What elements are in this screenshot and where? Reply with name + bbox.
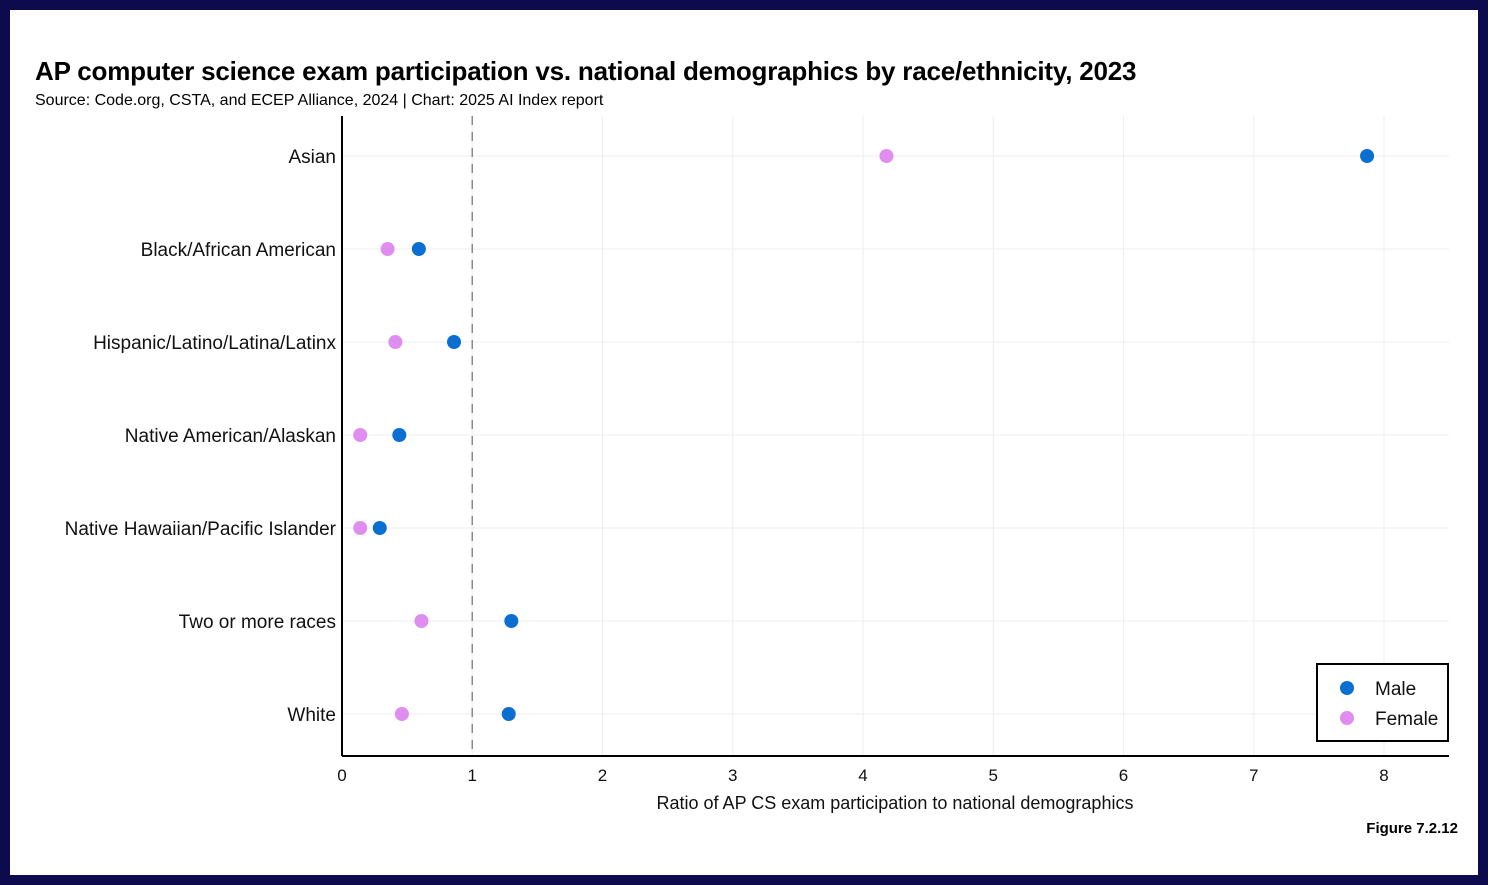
male-point	[501, 707, 516, 721]
x-tick-label: 5	[989, 766, 998, 785]
chart-card: AP computer science exam participation v…	[10, 10, 1478, 875]
legend-male-label: Male	[1375, 679, 1416, 700]
x-tick-label: 3	[728, 766, 737, 785]
x-tick-label: 0	[337, 766, 346, 785]
figure-label: Figure 7.2.12	[1366, 820, 1458, 837]
x-tick-label: 1	[468, 766, 477, 785]
female-point	[394, 707, 409, 721]
category-label: Asian	[288, 147, 336, 168]
legend-box	[1316, 663, 1449, 742]
chart-title: AP computer science exam participation v…	[35, 56, 1137, 86]
legend-female-marker	[1340, 711, 1354, 725]
category-label: Native American/Alaskan	[125, 426, 336, 447]
x-tick-label: 8	[1379, 766, 1388, 785]
category-label: White	[287, 705, 336, 726]
female-point	[353, 428, 368, 442]
female-point	[388, 335, 403, 349]
x-tick-label: 7	[1249, 766, 1258, 785]
x-tick-label: 6	[1119, 766, 1128, 785]
category-label: Native Hawaiian/Pacific Islander	[65, 519, 337, 540]
male-point	[392, 428, 407, 442]
male-point	[411, 242, 426, 256]
legend-male-marker	[1340, 681, 1354, 695]
male-point	[372, 521, 387, 535]
female-point	[353, 521, 368, 535]
female-point	[414, 614, 429, 628]
category-label: Black/African American	[141, 240, 336, 261]
x-axis-title: Ratio of AP CS exam participation to nat…	[657, 793, 1134, 813]
female-point	[380, 242, 395, 256]
male-point	[504, 614, 519, 628]
male-point	[1360, 149, 1375, 163]
female-point	[879, 149, 894, 163]
category-label: Hispanic/Latino/Latina/Latinx	[93, 333, 336, 354]
x-tick-label: 2	[598, 766, 607, 785]
male-point	[447, 335, 462, 349]
x-tick-label: 4	[858, 766, 867, 785]
chart-subtitle: Source: Code.org, CSTA, and ECEP Allianc…	[35, 92, 604, 109]
legend-female-label: Female	[1375, 709, 1438, 730]
category-label: Two or more races	[179, 612, 336, 633]
